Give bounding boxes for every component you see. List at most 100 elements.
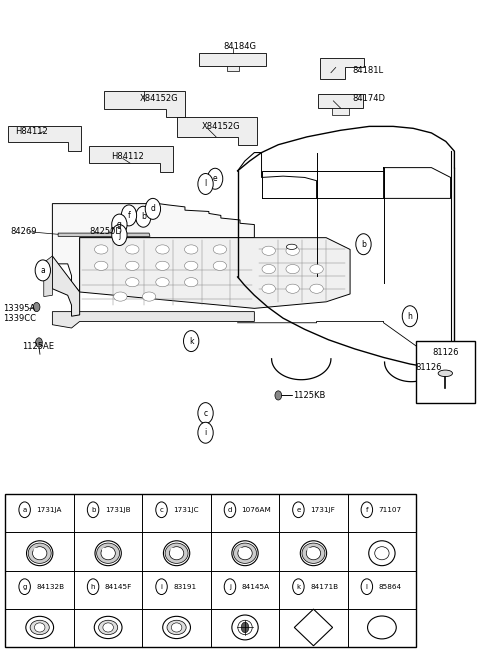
Ellipse shape [28, 543, 51, 564]
Circle shape [183, 331, 199, 352]
Circle shape [207, 169, 223, 189]
Text: f: f [128, 211, 131, 220]
Polygon shape [80, 237, 350, 308]
Ellipse shape [26, 541, 53, 565]
Ellipse shape [101, 546, 115, 560]
Circle shape [361, 579, 372, 594]
Text: 1731JF: 1731JF [310, 507, 335, 513]
Ellipse shape [310, 264, 323, 274]
Ellipse shape [232, 615, 258, 640]
Circle shape [19, 579, 30, 594]
Text: 84269: 84269 [10, 227, 37, 236]
Text: a: a [40, 266, 45, 275]
Circle shape [87, 502, 99, 518]
Text: e: e [213, 174, 217, 183]
Text: X84152G: X84152G [140, 94, 178, 104]
Text: 83191: 83191 [173, 584, 196, 590]
Text: c: c [159, 507, 164, 513]
Ellipse shape [95, 541, 121, 565]
Ellipse shape [262, 246, 276, 255]
Ellipse shape [171, 623, 182, 632]
Text: 85864: 85864 [379, 584, 402, 590]
Circle shape [402, 306, 418, 327]
Text: b: b [141, 213, 146, 221]
Circle shape [356, 234, 371, 255]
Ellipse shape [213, 261, 227, 270]
Circle shape [33, 302, 40, 312]
Text: 1339CC: 1339CC [3, 314, 36, 323]
Text: H84112: H84112 [111, 152, 144, 161]
Ellipse shape [126, 277, 139, 287]
Text: 1125KB: 1125KB [293, 391, 325, 400]
Polygon shape [104, 91, 185, 117]
Ellipse shape [239, 548, 243, 552]
Ellipse shape [184, 245, 198, 254]
Circle shape [293, 502, 304, 518]
Text: H84112: H84112 [15, 127, 48, 136]
Polygon shape [332, 108, 349, 115]
Ellipse shape [184, 261, 198, 270]
Text: d: d [150, 205, 156, 213]
Text: 1076AM: 1076AM [241, 507, 271, 513]
Circle shape [121, 205, 137, 226]
Ellipse shape [33, 546, 47, 560]
Text: 81126: 81126 [432, 348, 458, 357]
Ellipse shape [94, 617, 122, 638]
Circle shape [19, 502, 30, 518]
Ellipse shape [234, 543, 256, 564]
Circle shape [293, 579, 304, 594]
Ellipse shape [95, 245, 108, 254]
Ellipse shape [156, 261, 169, 270]
Ellipse shape [163, 617, 191, 638]
Ellipse shape [26, 617, 54, 638]
Ellipse shape [156, 277, 169, 287]
Polygon shape [8, 127, 81, 152]
Text: 84174D: 84174D [352, 94, 385, 104]
Text: i: i [160, 584, 163, 590]
Text: 84184G: 84184G [224, 42, 256, 51]
Text: b: b [361, 239, 366, 249]
Ellipse shape [34, 548, 38, 552]
Polygon shape [52, 256, 80, 316]
Ellipse shape [95, 261, 108, 270]
Ellipse shape [359, 245, 370, 251]
Ellipse shape [163, 541, 190, 565]
Text: j: j [229, 584, 231, 590]
Polygon shape [44, 256, 52, 297]
Ellipse shape [287, 244, 297, 249]
Text: h: h [408, 312, 412, 321]
Ellipse shape [165, 543, 188, 564]
Text: 84181L: 84181L [352, 66, 384, 75]
Circle shape [156, 502, 167, 518]
Ellipse shape [156, 245, 169, 254]
Text: 84145A: 84145A [241, 584, 270, 590]
Ellipse shape [375, 546, 389, 560]
Circle shape [35, 260, 50, 281]
FancyBboxPatch shape [416, 341, 475, 403]
Circle shape [136, 206, 151, 227]
Text: h: h [91, 584, 96, 590]
Ellipse shape [98, 621, 118, 634]
Ellipse shape [286, 264, 300, 274]
Ellipse shape [368, 616, 396, 639]
Ellipse shape [213, 245, 227, 254]
Ellipse shape [438, 370, 453, 377]
Text: 84250D: 84250D [89, 227, 122, 236]
Ellipse shape [310, 284, 323, 293]
Text: a: a [23, 507, 27, 513]
Ellipse shape [286, 246, 300, 255]
Text: b: b [91, 507, 95, 513]
Polygon shape [177, 117, 257, 145]
Ellipse shape [262, 284, 276, 293]
Ellipse shape [169, 546, 184, 560]
Circle shape [112, 224, 127, 245]
Circle shape [198, 173, 213, 194]
Ellipse shape [143, 292, 156, 301]
Text: 84132B: 84132B [36, 584, 64, 590]
Ellipse shape [306, 546, 321, 560]
Circle shape [361, 502, 372, 518]
Polygon shape [294, 609, 333, 646]
Text: j: j [118, 230, 120, 239]
Ellipse shape [302, 543, 325, 564]
Polygon shape [227, 66, 239, 72]
